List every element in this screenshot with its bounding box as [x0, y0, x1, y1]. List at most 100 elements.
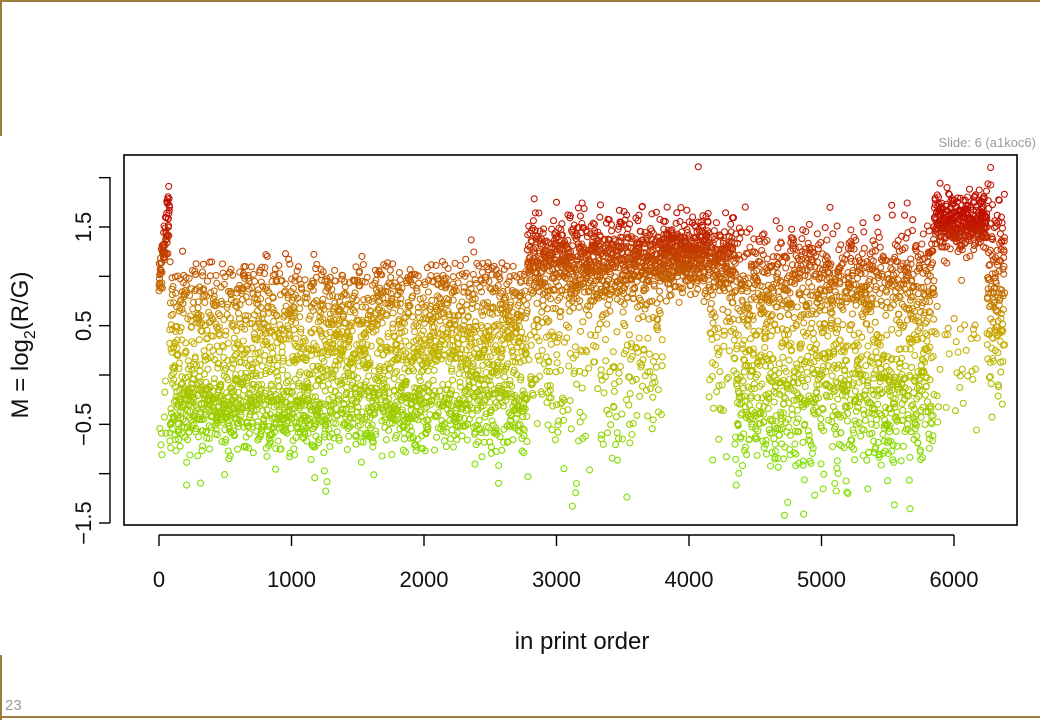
data-point [217, 380, 225, 388]
data-point [342, 395, 350, 403]
data-point [238, 418, 246, 426]
data-point [345, 432, 353, 440]
data-point [186, 312, 194, 320]
data-point [261, 351, 269, 359]
data-point [709, 456, 717, 464]
data-point [626, 390, 634, 398]
data-point [603, 320, 611, 328]
data-point [331, 266, 339, 274]
data-point [391, 369, 399, 377]
data-point [654, 326, 662, 334]
data-point [319, 295, 327, 303]
data-point [464, 405, 472, 413]
data-point [386, 266, 394, 274]
data-point [763, 255, 771, 263]
data-point [181, 291, 189, 299]
data-point [255, 434, 263, 442]
data-point [210, 287, 218, 295]
data-point [234, 419, 242, 427]
data-point [344, 343, 353, 351]
data-point [257, 295, 265, 303]
slide-label: Slide: 6 (a1koc6) [938, 135, 1036, 150]
data-point [648, 425, 656, 433]
data-point [633, 411, 641, 419]
data-point [290, 293, 298, 302]
data-point [258, 263, 266, 271]
data-point [289, 357, 297, 365]
data-point [813, 230, 821, 238]
data-point [441, 394, 449, 402]
data-point [291, 375, 299, 383]
data-point [312, 265, 320, 273]
data-point [199, 285, 208, 293]
data-point [187, 384, 195, 392]
data-point [652, 353, 660, 361]
data-point [331, 361, 339, 369]
data-point [249, 449, 257, 457]
data-point [165, 231, 173, 240]
data-point [615, 377, 623, 385]
data-point [362, 303, 370, 311]
data-point [498, 446, 506, 454]
data-point [228, 364, 236, 372]
data-point [202, 427, 210, 436]
data-point [357, 385, 365, 393]
data-point [249, 290, 257, 298]
data-point [549, 402, 557, 410]
data-point [460, 414, 469, 422]
data-point [343, 446, 351, 454]
data-point [308, 329, 316, 337]
data-point [261, 422, 269, 430]
data-point [603, 429, 612, 437]
data-point [397, 342, 405, 351]
data-point [353, 408, 361, 416]
data-point [293, 267, 301, 275]
data-point [269, 343, 277, 351]
data-point [478, 453, 486, 461]
data-point [427, 400, 435, 408]
data-point [393, 341, 401, 349]
data-point [408, 270, 416, 278]
data-point [175, 435, 183, 444]
data-point [157, 441, 165, 449]
data-point [342, 291, 350, 299]
data-point [319, 366, 327, 375]
data-point [372, 430, 380, 439]
data-point [239, 337, 247, 345]
data-point [274, 372, 282, 380]
data-point [254, 286, 262, 294]
data-point [273, 361, 281, 370]
data-point [456, 413, 464, 421]
data-point [313, 260, 321, 268]
data-point [304, 429, 312, 438]
data-point [411, 328, 419, 336]
data-point [432, 261, 440, 269]
data-point [347, 372, 355, 380]
data-point [596, 213, 604, 221]
data-point [186, 291, 194, 300]
data-point [302, 290, 311, 298]
data-point [470, 248, 478, 256]
data-point [378, 319, 386, 327]
data-point [432, 313, 440, 321]
data-point [649, 416, 657, 424]
data-point [585, 364, 593, 372]
data-point [501, 373, 509, 381]
data-point [730, 336, 738, 344]
data-point [310, 279, 318, 287]
data-point [430, 323, 438, 331]
data-point [506, 376, 514, 385]
data-point [453, 436, 461, 444]
data-point [303, 437, 311, 445]
data-point [199, 442, 207, 450]
data-point [203, 277, 212, 285]
data-point [345, 333, 353, 341]
data-point [164, 250, 172, 258]
data-point [290, 309, 298, 317]
data-point [324, 380, 332, 388]
data-point [365, 326, 373, 334]
data-point [172, 327, 180, 336]
data-point [199, 260, 207, 268]
data-point [335, 395, 343, 403]
data-point [429, 376, 437, 384]
